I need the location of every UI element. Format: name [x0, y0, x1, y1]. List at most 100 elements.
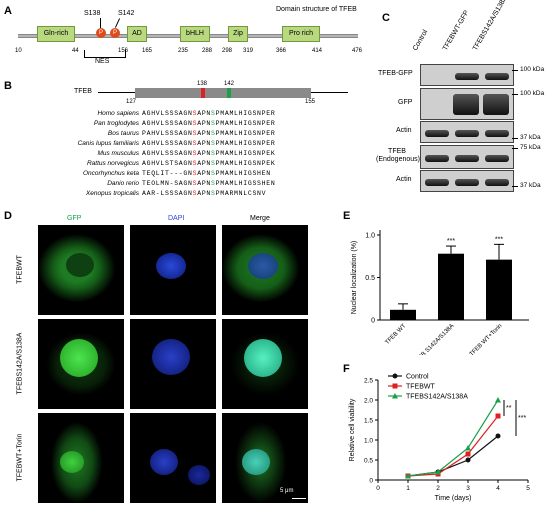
seq-prefix: AGHVLSSSAGN: [142, 110, 193, 117]
seq-suffix: PMAMLHIGSNPER: [215, 140, 276, 147]
seq-prefix: AGHVLSSSAGN: [142, 120, 193, 127]
seq-mid: APN: [197, 150, 212, 157]
significance-label: ***: [495, 236, 503, 243]
seq-site-142: S: [211, 130, 216, 137]
seq-prefix: AGHVLSSSAGN: [142, 140, 193, 147]
pos-235: 235: [178, 48, 189, 54]
pos-44: 44: [72, 48, 79, 54]
seq-site-142: S: [211, 190, 216, 197]
image-torin-merge: [222, 413, 308, 503]
data-point: [495, 397, 501, 403]
band: [455, 73, 479, 80]
site-s138-label: S138: [84, 10, 101, 17]
seq-mid: APN: [197, 120, 212, 127]
seq-site-142: S: [211, 120, 216, 127]
data-point: [465, 451, 471, 457]
seq-prefix: AGHVLSTSAGN: [142, 160, 193, 167]
seq-site-138: S: [192, 110, 198, 117]
seq-mid: APN: [197, 140, 212, 147]
nucleus-bright: [60, 451, 84, 473]
cell-viability-line-chart: 0 0.5 1.0 1.5 2.0 2.5 0 1 2 3 4 5 Time (days) Relativ…: [349, 373, 530, 502]
pos-476: 476: [352, 48, 363, 54]
nucleus-dapi: [152, 339, 190, 375]
x-tick-label: 1: [406, 485, 410, 492]
category-label: TFEB S142A/S138A: [412, 323, 455, 355]
image-torin-gfp: [38, 413, 124, 503]
y-tick-label: 0.5: [365, 275, 375, 282]
domain-gln-rich: Gln-rich: [37, 26, 75, 42]
bar: [438, 253, 464, 320]
data-point: [405, 473, 411, 479]
ruler-142: 142: [224, 81, 235, 87]
scale-bar-label: 5 μm: [280, 488, 294, 494]
seq-site-138: S: [192, 170, 198, 177]
blot-tfeb-endogenous: [420, 145, 514, 169]
y-tick-label: 1.0: [365, 233, 375, 240]
alignment-row: Xenopus tropicalis AAR-LSSSAGNSAPNSPMARMN…: [10, 189, 340, 198]
alignment-row: Rattus norvegicus AGHVLSTSAGNSAPNSPMAMLHI…: [10, 159, 340, 168]
pos-319: 319: [243, 48, 254, 54]
seq-suffix: PMAMLHIGSNPEK: [215, 160, 276, 167]
nucleus-dapi-neighbor: [188, 465, 210, 485]
sequence: AGHVLSSSAGNSAPNSPMAMLHIGSNPER: [142, 119, 275, 128]
panel-f-letter: F: [343, 363, 350, 375]
blot-actin-1: [420, 121, 514, 143]
x-tick-label: 4: [496, 485, 500, 492]
x-axis-label: Time (days): [435, 495, 472, 502]
panel-b-letter: B: [4, 80, 12, 92]
panel-a-letter: A: [4, 5, 12, 17]
seq-site-138: S: [192, 180, 198, 187]
seq-mid: APN: [197, 110, 212, 117]
sequence: AGHVLSSSAGNSAPNSPMAMLHIGSNPER: [142, 109, 275, 118]
seq-mid: APN: [197, 160, 212, 167]
blot-label-tfeb-endogenous: TFEB (Endogenous): [376, 148, 420, 163]
s138-pointer-line: [100, 18, 101, 28]
y-tick-label: 0: [371, 318, 375, 325]
blot-gfp: [420, 88, 514, 120]
sequence: AGHVLSSSAGNSAPNSPMAMLHIGSNPER: [142, 139, 275, 148]
s142-pointer-line: [114, 18, 121, 28]
x-tick-label: 0: [376, 485, 380, 492]
alignment-row: Oncorhynchus keta TEQLIT---GNSAPNSPMAMLHI…: [10, 169, 340, 178]
seq-site-142: S: [211, 140, 216, 147]
band: [455, 154, 479, 163]
domain-ad: AD: [127, 26, 147, 42]
band: [425, 130, 449, 137]
species-name: Xenopus tropicalis: [85, 190, 139, 197]
seq-prefix: PAHVLSSSAGN: [142, 130, 193, 137]
species-name: Danio rerio: [107, 180, 139, 187]
legend-marker: [392, 393, 398, 399]
blot-label-actin-1: Actin: [396, 127, 412, 134]
y-tick-label: 1.0: [364, 438, 373, 445]
bar: [486, 259, 512, 320]
alignment-row: Danio rerio TEOLMN-SAGNSAPNSPMAMLHIGSSHEN: [10, 179, 340, 188]
data-point: [435, 469, 441, 475]
nucleus-merge: [248, 253, 278, 279]
seq-site-142: S: [211, 180, 216, 187]
species-name: Mus musculus: [97, 150, 139, 157]
lane-label-tfeb-wt-gfp: TFEBWT-GFP: [441, 9, 471, 52]
sequence: AGHVLSSSAGNSAPNSPMAMLHIGSNPEK: [142, 149, 275, 158]
band: [455, 130, 479, 137]
y-tick-label: 2.0: [364, 398, 373, 405]
species-name: Bos taurus: [107, 130, 139, 137]
pos-298: 298: [222, 48, 233, 54]
data-point: [495, 433, 501, 439]
seq-site-142: S: [211, 150, 216, 157]
image-torin-dapi: [130, 413, 216, 503]
category-label: TFEB WT+Torin: [469, 323, 504, 355]
band: [485, 154, 509, 163]
species-name: Pan troglodytes: [93, 120, 139, 127]
band: [483, 93, 509, 115]
seq-prefix: TEQLIT---GN: [142, 170, 193, 177]
seq-suffix: PMAMLHIGSNPEK: [215, 150, 276, 157]
nucleus-merge: [244, 339, 282, 377]
seq-mid: APN: [197, 180, 212, 187]
pos-156: 156: [118, 48, 129, 54]
sequence: AGHVLSTSAGNSAPNSPMAMLHIGSNPEK: [142, 159, 275, 168]
nucleus-merge: [242, 449, 270, 475]
category-label: TFEB WT: [385, 323, 408, 346]
pos-414: 414: [312, 48, 323, 54]
band: [485, 179, 509, 186]
